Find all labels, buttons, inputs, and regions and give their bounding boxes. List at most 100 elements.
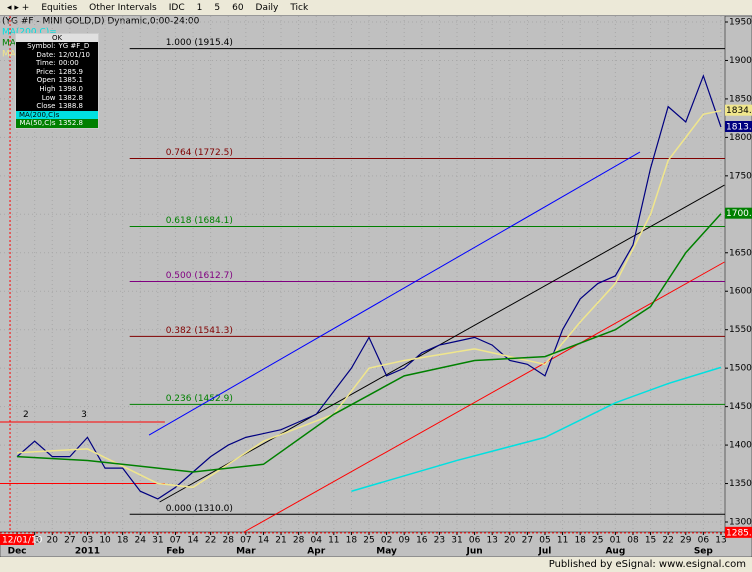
data-window-row: Low 1382.8	[16, 94, 98, 103]
x-tick-label: 22	[662, 536, 673, 546]
y-tick-label: 1950	[729, 18, 752, 28]
x-tick-label: 20	[47, 536, 59, 546]
data-window-row: Close 1388.8	[16, 102, 98, 111]
toolbar-button[interactable]: 5	[214, 2, 221, 13]
x-axis-area	[0, 531, 752, 557]
x-tick-label: 14	[258, 536, 270, 546]
fib-label: 0.000 (1310.0)	[166, 504, 233, 514]
fib-label: 0.500 (1612.7)	[166, 271, 233, 281]
toolbar-button[interactable]: Equities	[41, 2, 78, 13]
x-tick-label: 11	[328, 536, 339, 546]
data-window-header: OK	[16, 34, 98, 42]
x-tick-label: 21	[275, 536, 286, 546]
x-tick-label: 09	[398, 536, 410, 546]
x-tick-label: 27	[522, 536, 533, 546]
toolbar-button[interactable]: 1	[196, 2, 203, 13]
y-tick-label: 1450	[729, 402, 752, 412]
x-tick-label: 16	[416, 536, 428, 546]
x-month-label: Apr	[307, 547, 325, 557]
x-tick-label: 22	[205, 536, 216, 546]
x-tick-label: 31	[152, 536, 163, 546]
y-tick-label: 1800	[729, 133, 752, 143]
x-tick-label: 24	[135, 536, 147, 546]
x-tick-label: 03	[82, 536, 93, 546]
x-tick-label: 11	[557, 536, 568, 546]
y-tick-label: 1750	[729, 171, 752, 181]
field-value: YG #F_D	[58, 42, 90, 50]
field-value: 1352.8	[58, 119, 84, 128]
toolbar-button[interactable]: Daily	[255, 2, 279, 13]
last-value-label: 1813.5	[726, 123, 752, 133]
y-axis-area	[724, 16, 752, 533]
field-value	[62, 111, 95, 120]
data-window-row: Date: 12/01/10	[16, 51, 98, 60]
x-month-label: May	[376, 547, 397, 557]
y-tick-label: 1350	[729, 479, 752, 489]
x-month-label: Mar	[236, 547, 256, 557]
field-label: Low	[41, 93, 56, 102]
legend-entry: MA(200,C)=	[2, 28, 57, 38]
last-value-label: 1700.8	[726, 209, 752, 219]
annotation: 3	[81, 410, 87, 420]
trendline	[243, 261, 725, 533]
x-tick-label: 13	[715, 536, 726, 546]
x-tick-label: 18	[574, 536, 586, 546]
y-tick-label: 1600	[729, 287, 752, 297]
x-tick-label: 05	[539, 536, 550, 546]
series-line	[351, 366, 722, 492]
last-value-label: 1834.7	[726, 106, 752, 116]
trendline	[159, 184, 725, 503]
x-tick-label: 02	[381, 536, 392, 546]
x-tick-label: 08	[627, 536, 639, 546]
x-month-label: Dec	[8, 547, 27, 557]
toolbar-button[interactable]: IDC	[168, 2, 185, 13]
toolbar-button[interactable]: Other Intervals	[89, 2, 157, 13]
field-value: 12/01/10	[58, 50, 90, 59]
fib-label: 0.236 (1452.9)	[166, 394, 233, 404]
field-label: Symbol:	[27, 42, 56, 50]
field-label: Price:	[36, 67, 56, 76]
annotation: 2	[23, 410, 29, 420]
cursor-price-label: 1285.9	[726, 528, 752, 538]
x-tick-label: 07	[170, 536, 181, 546]
data-window-row: Time: 00:00	[16, 59, 98, 68]
plot-area	[0, 16, 725, 532]
data-window-row: Open 1385.1	[16, 76, 98, 85]
data-window-row: MA(200,C)s	[16, 110, 98, 120]
status-bar: Published by eSignal: www.esignal.com	[0, 557, 752, 572]
data-window-row: MA(50,C)s 1352.8	[16, 119, 98, 128]
y-tick-label: 1850	[729, 94, 752, 104]
x-tick-label: 15	[645, 536, 656, 546]
fib-label: 0.764 (1772.5)	[166, 148, 233, 158]
field-value: 00:00	[58, 59, 79, 68]
field-label: MA(50,C)s	[19, 119, 56, 128]
y-tick-label: 1900	[729, 56, 752, 66]
field-label: High	[39, 84, 56, 93]
x-tick-label: 13	[29, 536, 40, 546]
field-value: 1285.9	[58, 67, 84, 76]
x-tick-label: 29	[680, 536, 692, 546]
field-value: 1398.0	[58, 84, 84, 93]
toolbar-button[interactable]: ◂ ▸ +	[7, 2, 30, 13]
series-line	[17, 213, 722, 473]
data-window-row: Price: 1285.9	[16, 68, 98, 77]
x-month-label: Sep	[694, 547, 714, 557]
fib-label: 1.000 (1915.4)	[166, 38, 233, 48]
y-tick-label: 1500	[729, 364, 752, 374]
toolbar-button[interactable]: 60	[232, 2, 244, 13]
field-value: 1388.8	[58, 102, 84, 111]
y-tick-label: 1400	[729, 441, 752, 451]
toolbar-button[interactable]: Tick	[290, 2, 309, 13]
x-month-label: 2011	[75, 547, 100, 557]
x-tick-label: 06	[698, 536, 710, 546]
data-window-row: High 1398.0	[16, 85, 98, 94]
field-label: Close	[36, 102, 56, 111]
last-value-box	[725, 104, 752, 116]
toolbar: ◂ ▸ + Equities Other Intervals IDC 1 5 6…	[0, 0, 752, 16]
field-label: Open	[36, 76, 56, 85]
cursor-price-box	[725, 526, 752, 538]
x-tick-label: 10	[99, 536, 111, 546]
data-window-row: Symbol: YG #F_D	[16, 42, 98, 51]
fib-label: 0.382 (1541.3)	[166, 326, 233, 336]
